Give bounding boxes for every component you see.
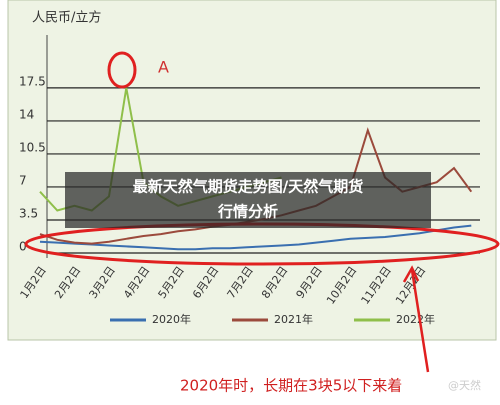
y-tick-label: 7 — [19, 173, 27, 187]
y-tick-label: 10.5 — [19, 140, 46, 154]
series-line — [39, 224, 472, 251]
overlay-title: 行情分析 — [217, 203, 278, 221]
watermark: @天然 — [448, 378, 481, 392]
y-tick-label: 17.5 — [19, 74, 46, 88]
legend-label: 2020年 — [152, 312, 191, 326]
y-tick-label: 14 — [19, 107, 34, 121]
arrow-head — [402, 265, 420, 283]
y-tick-label: 0 — [19, 240, 27, 254]
arrow — [410, 269, 430, 373]
caption: 2020年时，长期在3块5以下来着 — [180, 377, 402, 395]
chart-background — [7, 0, 497, 341]
legend-label: 2021年 — [274, 312, 313, 326]
legend-label: 2022年 — [396, 312, 435, 326]
overlay-title: 最新天然气期货走势图/天然气期货 — [133, 178, 363, 196]
highlight-circle — [107, 51, 137, 89]
annotation: A — [158, 58, 169, 77]
y-tick-label: 3.5 — [19, 206, 38, 220]
overlay-band — [65, 172, 431, 228]
y-axis-label: 人民币/立方 — [32, 10, 101, 26]
